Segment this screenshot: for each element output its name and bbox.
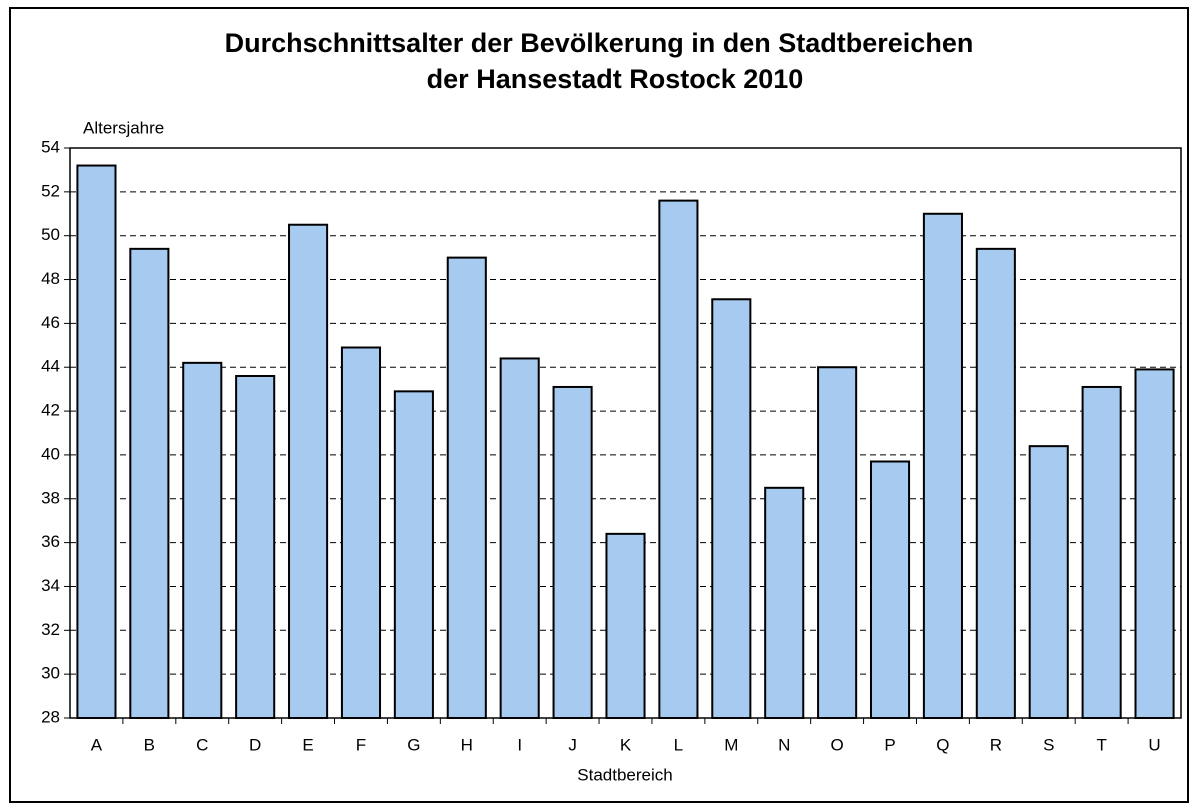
x-tick-label: N xyxy=(778,735,790,754)
y-tick-label: 46 xyxy=(41,313,60,332)
x-tick-label: O xyxy=(831,735,844,754)
y-tick-label: 30 xyxy=(41,664,60,683)
y-tick-label: 48 xyxy=(41,269,60,288)
x-tick-label: K xyxy=(620,735,632,754)
bar xyxy=(764,486,805,719)
x-tick-label: Q xyxy=(936,735,949,754)
bar xyxy=(817,366,858,719)
bar xyxy=(76,164,117,720)
x-tick-label: U xyxy=(1148,735,1160,754)
y-tick-label: 50 xyxy=(41,225,60,244)
x-tick-label: J xyxy=(568,735,577,754)
bar xyxy=(1028,445,1069,719)
bar xyxy=(1081,385,1122,719)
y-tick-label: 44 xyxy=(41,357,60,376)
bar xyxy=(869,460,911,719)
bar xyxy=(552,385,593,719)
y-tick-label: 52 xyxy=(41,181,60,200)
x-tick-label: C xyxy=(196,735,208,754)
bar xyxy=(288,223,329,719)
x-tick-label: A xyxy=(91,735,103,754)
x-tick-label: M xyxy=(724,735,738,754)
y-tick-label: 36 xyxy=(41,532,60,551)
y-axis-label: Altersjahre xyxy=(83,118,164,137)
x-tick-label: G xyxy=(407,735,420,754)
y-tick-label: 32 xyxy=(41,620,60,639)
bar xyxy=(340,346,382,719)
bar xyxy=(1134,368,1175,719)
bar xyxy=(975,247,1016,719)
x-axis-label: Stadtbereich xyxy=(577,765,672,784)
bar xyxy=(605,532,646,719)
x-tick-label: L xyxy=(674,735,683,754)
bar xyxy=(129,247,170,719)
bar xyxy=(499,357,540,719)
bar xyxy=(922,212,963,719)
bar xyxy=(446,256,487,719)
x-tick-label: R xyxy=(990,735,1002,754)
bar xyxy=(658,199,699,720)
bar xyxy=(393,390,434,719)
chart-title: Durchschnittsalter der Bevölkerung in de… xyxy=(225,28,974,58)
y-tick-label: 28 xyxy=(41,707,60,726)
x-tick-label: S xyxy=(1043,735,1054,754)
bar xyxy=(711,298,752,719)
x-tick-label: E xyxy=(302,735,313,754)
y-tick-label: 34 xyxy=(41,576,60,595)
x-tick-label: T xyxy=(1096,735,1106,754)
x-tick-label: B xyxy=(144,735,155,754)
x-tick-label: I xyxy=(517,735,522,754)
x-tick-label: D xyxy=(249,735,261,754)
x-tick-label: H xyxy=(461,735,473,754)
x-tick-label: F xyxy=(356,735,366,754)
chart-title: der Hansestadt Rostock 2010 xyxy=(427,64,804,94)
y-tick-label: 42 xyxy=(41,401,60,420)
y-tick-label: 40 xyxy=(41,444,60,463)
x-tick-label: P xyxy=(884,735,895,754)
bar xyxy=(182,361,223,719)
y-tick-label: 54 xyxy=(41,137,60,156)
bar xyxy=(235,375,276,719)
y-tick-label: 38 xyxy=(41,488,60,507)
